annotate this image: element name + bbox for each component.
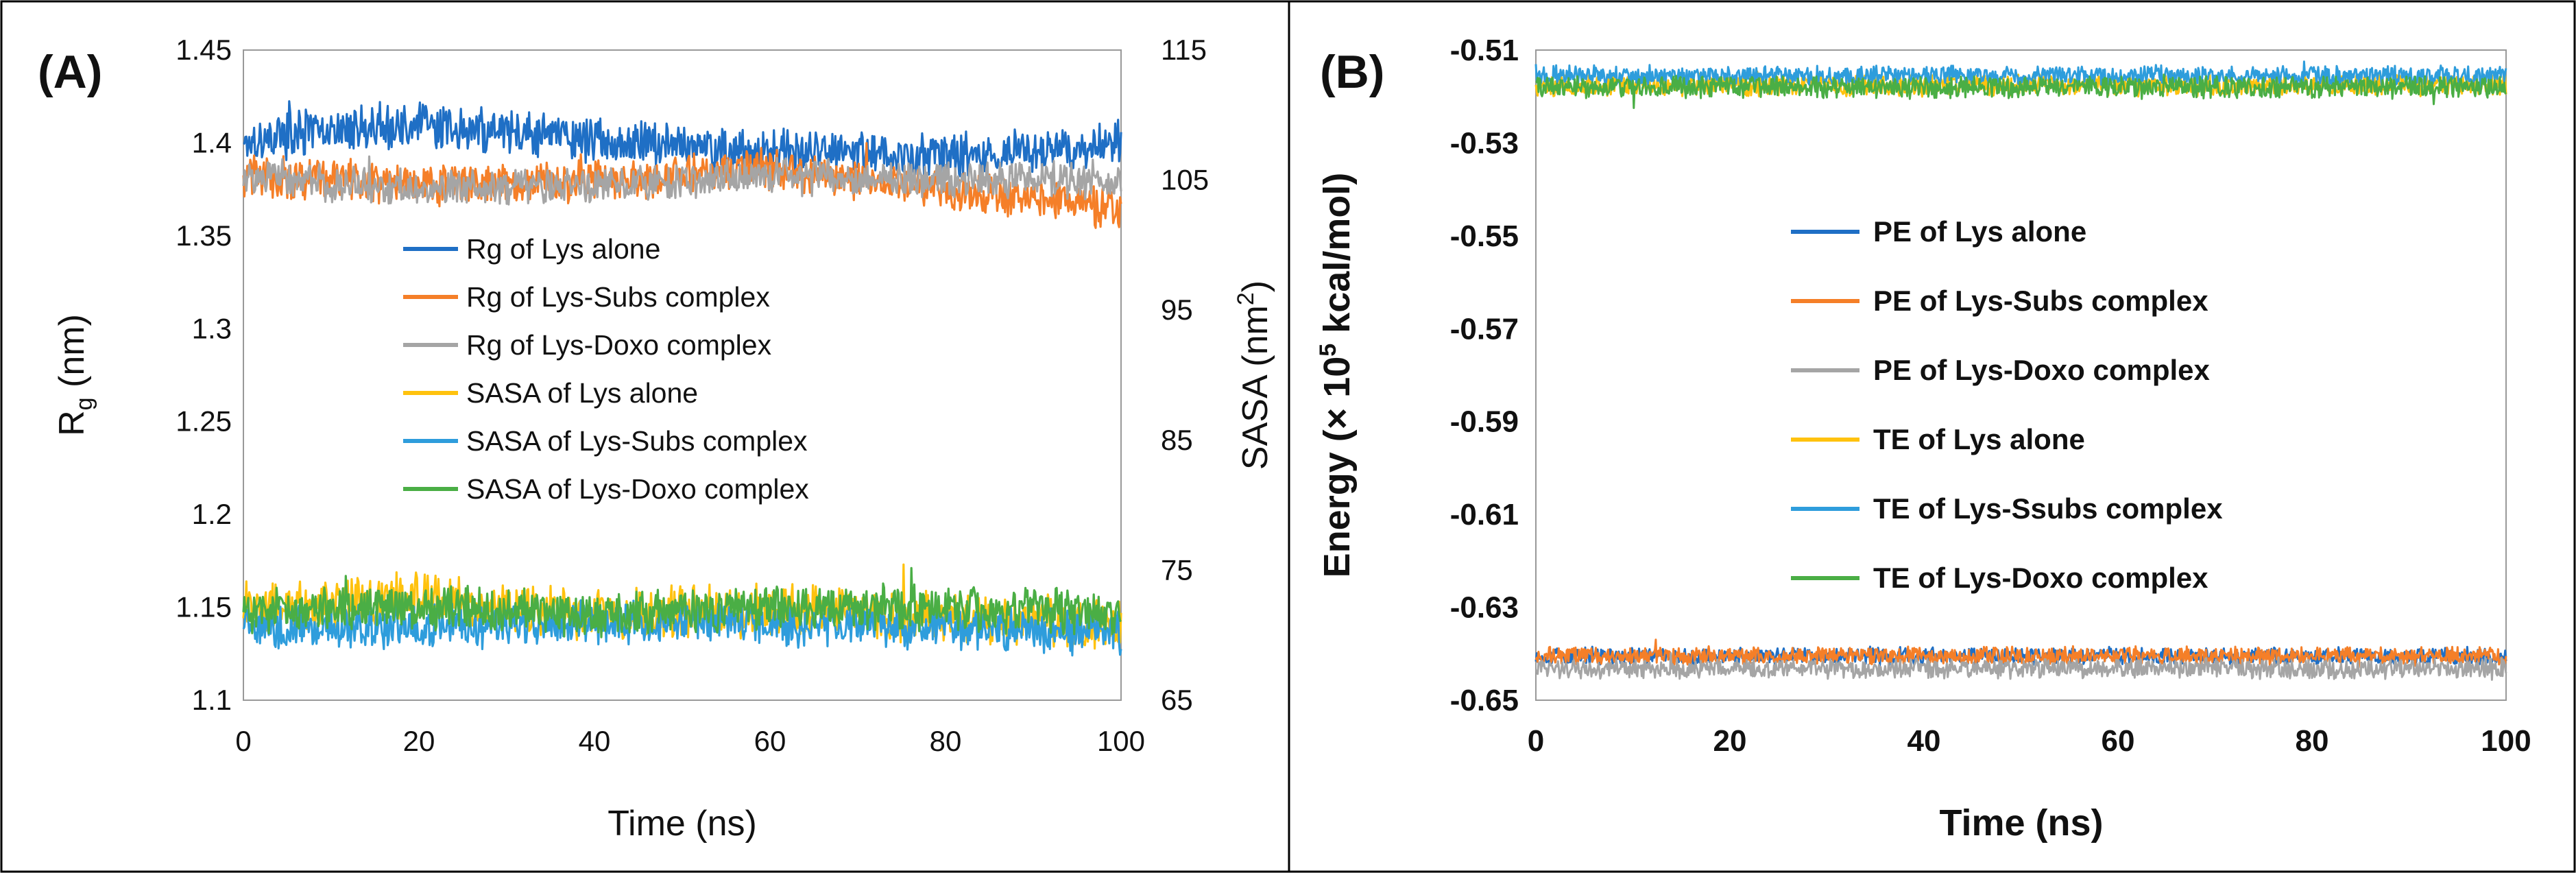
panel-a-x-axis-title: Time (ns) (607, 804, 757, 844)
panel-a-y-tick-label-right: 75 (1161, 553, 1193, 586)
panel-a-y-tick-label-left: 1.2 (192, 498, 232, 530)
panel-a-legend-label: Rg of Lys alone (466, 233, 660, 265)
panel-b-label: (B) (1320, 46, 1384, 98)
energy-main: Energy (× 10 (1316, 357, 1358, 578)
panel-b-legend-label: TE of Lys alone (1873, 423, 2085, 455)
panel-a-y-tick-label-left: 1.1 (192, 684, 232, 716)
panel-a-y-tick-label-left: 1.15 (176, 591, 232, 623)
panel-a-x-tick-label: 100 (1097, 725, 1145, 757)
sasa-units: ) (1236, 280, 1275, 292)
panel-b-y-axis-title: Energy (× 105 kcal/mol) (1315, 173, 1358, 578)
panel-a-x-tick-label: 0 (235, 725, 251, 757)
panel-b-series-te-of-lys-ssubs-complex (1534, 60, 2507, 91)
panel-b-x-tick-label: 60 (2102, 724, 2135, 758)
panel-b-legend-label: TE of Lys-Doxo complex (1873, 562, 2208, 594)
sasa-main: SASA (nm (1236, 305, 1275, 470)
sasa-superscript: 2 (1233, 292, 1259, 305)
panel-b-legend-label: TE of Lys-Ssubs complex (1873, 492, 2223, 525)
panel-a-y-tick-label-right: 65 (1161, 684, 1193, 716)
panel-a-x-tick-label: 60 (754, 725, 786, 757)
panel-b-y-tick-label: -0.51 (1450, 34, 1519, 67)
panel-b-legend-label: PE of Lys-Subs complex (1873, 285, 2208, 317)
panel-a-series-sasa-of-lys-doxo-complex (242, 566, 1122, 638)
panel-a-label: (A) (38, 46, 102, 98)
panel-b-legend: PE of Lys alone PE of Lys-Subs complex PE … (1791, 215, 2223, 594)
panel-b-x-ticks: 0 20 40 60 80 100 (1528, 724, 2531, 758)
panel-b-x-tick-label: 0 (1528, 724, 1544, 758)
panel-b-x-tick-label: 20 (1713, 724, 1747, 758)
panel-a-y-ticks-left: 1.1 1.15 1.2 1.25 1.3 1.35 1.4 1.45 (176, 34, 232, 716)
panel-a-x-tick-label: 20 (403, 725, 435, 757)
panel-a-legend-label: SASA of Lys-Subs complex (466, 425, 808, 457)
panel-a-y-tick-label-left: 1.3 (192, 312, 232, 344)
panel-b-series-te-of-lys-doxo-complex (1535, 73, 2507, 109)
panel-b-y-tick-label: -0.65 (1450, 684, 1519, 717)
panel-b-series-pe-of-lys-doxo-complex (1535, 652, 2507, 681)
panel-a-legend-label: SASA of Lys alone (466, 377, 698, 409)
panel-a-series-rg-of-lys-doxo-complex (242, 155, 1122, 206)
panel-b-x-tick-label: 80 (2296, 724, 2329, 758)
panel-a-y-axis-title-right: SASA (nm2) (1233, 280, 1275, 470)
energy-units: kcal/mol) (1316, 173, 1358, 344)
panel-a-y-tick-label-left: 1.35 (176, 219, 232, 252)
panel-b-series-pe-of-lys-subs-complex (1534, 638, 2507, 669)
panel-a-y-tick-label-left: 1.45 (176, 34, 232, 66)
panel-a-x-tick-label: 80 (930, 725, 962, 757)
panel-a-x-tick-label: 40 (579, 725, 611, 757)
panel-b-y-tick-label: -0.53 (1450, 126, 1519, 160)
rg-units: (nm) (52, 314, 92, 397)
panel-a-y-ticks-right: 65 75 85 95 105 115 (1161, 34, 1209, 716)
panel-a: 0 20 40 60 80 100 1.1 1.15 1.2 1.25 1.3 1.35 1.4 1.4… (38, 34, 1275, 844)
panel-b: 0 20 40 60 80 100 -0.51-0.53-0.55-0.57-0.59-0… (1315, 34, 2531, 844)
panel-b-plot-area (1535, 49, 2507, 701)
rg-subscript: g (71, 397, 97, 410)
panel-a-y-tick-label-right: 115 (1161, 34, 1207, 66)
panel-a-y-tick-label-left: 1.25 (176, 405, 232, 438)
panel-a-legend: Rg of Lys alone Rg of Lys-Subs complex Rg … (403, 233, 809, 505)
panel-b-y-ticks: -0.51 -0.53 -0.55 -0.57 -0.59 -0.61 -0.63 -0.65 (1450, 34, 1519, 717)
panel-a-series-rg-of-lys-alone (243, 100, 1122, 181)
panel-b-x-tick-label: 100 (2481, 724, 2531, 758)
panel-b-x-tick-label: 40 (1907, 724, 1941, 758)
panel-a-y-tick-label-right: 105 (1161, 164, 1209, 196)
panel-b-x-axis-title: Time (ns) (1939, 802, 2103, 844)
panel-b-y-tick-label: -0.63 (1450, 591, 1519, 625)
panel-b-y-tick-label: -0.57 (1450, 312, 1519, 346)
panel-b-y-tick-label: -0.61 (1450, 498, 1519, 531)
panel-b-legend-label: PE of Lys alone (1873, 215, 2086, 248)
panel-b-y-tick-label: -0.59 (1450, 405, 1519, 439)
panel-a-y-axis-title-left: Rg (nm) (52, 314, 97, 436)
panel-a-legend-label: SASA of Lys-Doxo complex (466, 473, 809, 505)
panel-a-x-ticks: 0 20 40 60 80 100 (235, 725, 1145, 757)
panel-a-y-tick-label-right: 95 (1161, 294, 1193, 326)
rg-main: R (52, 410, 92, 436)
panel-a-legend-label: Rg of Lys-Doxo complex (466, 329, 772, 361)
panel-b-y-tick-label: -0.55 (1450, 219, 1519, 253)
panel-b-series-group (1534, 60, 2507, 681)
panel-b-legend-label: PE of Lys-Doxo complex (1873, 354, 2211, 386)
panel-a-legend-label: Rg of Lys-Subs complex (466, 281, 770, 313)
panel-a-y-tick-label-right: 85 (1161, 424, 1193, 456)
panel-a-y-tick-label-left: 1.4 (192, 126, 232, 158)
energy-superscript: 5 (1315, 344, 1341, 357)
panel-a-series-group (242, 100, 1122, 657)
